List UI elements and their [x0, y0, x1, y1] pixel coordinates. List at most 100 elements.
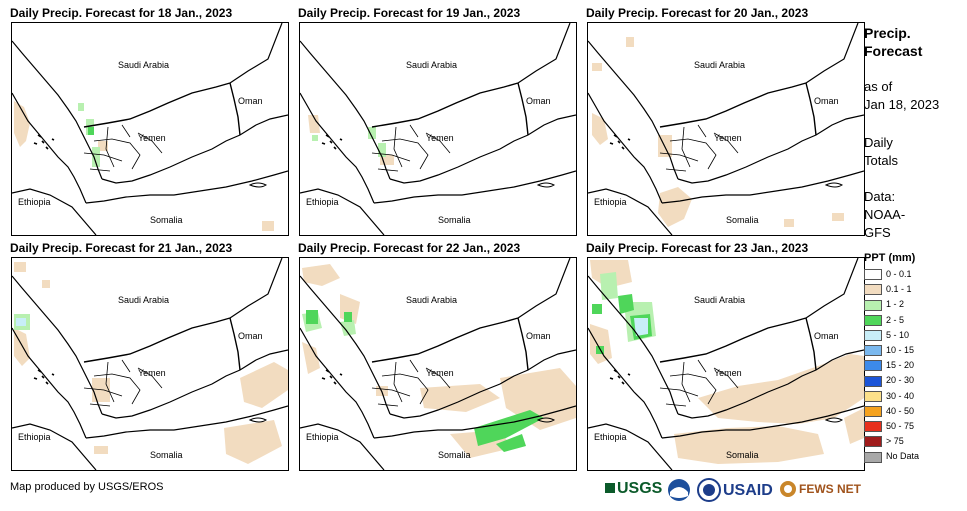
data-label: Data: [864, 189, 896, 204]
legend-swatch [864, 269, 882, 281]
label-ethiopia: Ethiopia [18, 432, 51, 442]
precip-map: Saudi Arabia Oman Yemen Ethiopia Somalia [299, 22, 577, 236]
forecast-panel-jan20: Daily Precip. Forecast for 20 Jan., 2023… [586, 6, 866, 238]
precip-0.1-1-area [302, 264, 576, 458]
legend-label: 20 - 30 [886, 375, 915, 386]
legend-label: 2 - 5 [886, 314, 905, 325]
label-ethiopia: Ethiopia [18, 197, 51, 207]
usaid-seal-icon [697, 478, 721, 502]
heading-line: Forecast [864, 43, 923, 59]
legend-swatch [864, 314, 882, 326]
panel-title: Daily Precip. Forecast for 21 Jan., 2023 [10, 241, 233, 255]
forecast-panel-jan22: Daily Precip. Forecast for 22 Jan., 2023 [298, 241, 578, 473]
label-saudi-arabia: Saudi Arabia [694, 60, 746, 70]
sidebar-asof: as of Jan 18, 2023 [864, 78, 939, 114]
map-credit: Map produced by USGS/EROS [10, 481, 164, 493]
legend-label: 15 - 20 [886, 360, 915, 371]
label-yemen: Yemen [714, 368, 742, 378]
legend-label: 0 - 0.1 [886, 269, 912, 279]
usaid-seal [697, 478, 721, 504]
forecast-panel-jan18: Daily Precip. Forecast for 18 Jan., 2023… [10, 6, 290, 238]
fewsnet-text: FEWS NET [799, 482, 861, 497]
noaa-logo [667, 478, 691, 504]
legend-label: > 75 [886, 436, 904, 447]
legend-swatch [864, 390, 882, 402]
fewsnet-icon [780, 481, 796, 497]
daily-label: Totals [864, 153, 898, 168]
legend-swatch [864, 451, 882, 463]
label-saudi-arabia: Saudi Arabia [118, 295, 170, 305]
label-oman: Oman [814, 331, 839, 341]
label-somalia: Somalia [726, 215, 759, 225]
precip-map: Saudi Arabia Oman Yemen Ethiopia Somalia [587, 257, 865, 471]
panel-title: Daily Precip. Forecast for 23 Jan., 2023 [586, 241, 809, 255]
legend-label: 10 - 15 [886, 345, 915, 355]
legend-item: No Data [864, 451, 919, 463]
precip-0.1-1-area [590, 260, 864, 464]
legend-item: 1 - 2 [864, 299, 904, 311]
label-somalia: Somalia [438, 450, 471, 460]
daily-label: Daily [864, 135, 893, 150]
label-oman: Oman [526, 96, 551, 106]
panel-title: Daily Precip. Forecast for 22 Jan., 2023 [298, 241, 521, 255]
usgs-text: USGS [617, 480, 663, 497]
precip-0.1-1-area [14, 101, 274, 231]
legend-item: 10 - 15 [864, 345, 914, 357]
precip-5-10-area [16, 318, 26, 326]
label-saudi-arabia: Saudi Arabia [694, 295, 746, 305]
label-somalia: Somalia [438, 215, 471, 225]
legend-swatch [864, 284, 882, 296]
legend-label: 1 - 2 [886, 299, 905, 310]
noaa-icon [668, 479, 690, 501]
legend-label: 30 - 40 [886, 390, 915, 401]
sidebar-heading: Precip. Forecast [864, 24, 922, 60]
forecast-panel-jan19: Daily Precip. Forecast for 19 Jan., 2023… [298, 6, 578, 238]
usgs-icon [605, 483, 615, 493]
legend-item: > 75 [864, 436, 904, 448]
legend-item: 2 - 5 [864, 315, 904, 327]
legend-item: 40 - 50 [864, 406, 914, 418]
legend-label: 5 - 10 [886, 329, 910, 340]
label-somalia: Somalia [150, 450, 183, 460]
usaid-logo: USAID [723, 482, 773, 499]
panel-title: Daily Precip. Forecast for 20 Jan., 2023 [586, 6, 809, 20]
legend-item: 15 - 20 [864, 360, 914, 372]
asof-label: as of [864, 79, 893, 94]
heading-line: Precip. [864, 25, 911, 41]
data-source: NOAA- [864, 207, 906, 222]
precip-0.1-1-area [14, 262, 288, 464]
legend-swatch [864, 375, 882, 387]
label-saudi-arabia: Saudi Arabia [118, 60, 170, 70]
legend-label: 0.1 - 1 [886, 284, 912, 295]
legend-swatch [864, 421, 882, 433]
label-ethiopia: Ethiopia [594, 197, 627, 207]
legend-swatch [864, 405, 882, 417]
fewsnet-logo: FEWS NET [779, 480, 861, 506]
precip-map: Saudi Arabia Oman Yemen Ethiopia Somalia [11, 22, 289, 236]
label-saudi-arabia: Saudi Arabia [406, 60, 458, 70]
legend-label: 40 - 50 [886, 405, 915, 416]
usgs-logo: USGS [605, 480, 662, 506]
legend-swatch [864, 329, 882, 341]
legend-swatch [864, 436, 882, 448]
forecast-panel-jan23: Daily Precip. Forecast for 23 Jan., 2023 [586, 241, 866, 473]
label-somalia: Somalia [726, 450, 759, 460]
forecast-panel-jan21: Daily Precip. Forecast for 21 Jan., 2023… [10, 241, 290, 473]
asof-date: Jan 18, 2023 [864, 97, 940, 112]
sidebar-daily: Daily Totals [864, 134, 898, 170]
legend-item: 20 - 30 [864, 375, 914, 387]
label-yemen: Yemen [426, 133, 454, 143]
legend-swatch [864, 345, 882, 357]
label-oman: Oman [238, 96, 263, 106]
legend-swatch [864, 299, 882, 311]
legend-label: 50 - 75 [886, 421, 915, 431]
label-yemen: Yemen [714, 133, 742, 143]
precip-5-10-area [634, 318, 648, 336]
label-ethiopia: Ethiopia [306, 197, 339, 207]
legend-item: 0.1 - 1 [864, 284, 912, 296]
legend-item: 5 - 10 [864, 330, 909, 342]
precip-map: Saudi Arabia Oman Yemen Ethiopia Somalia [299, 257, 577, 471]
legend-item: 50 - 75 [864, 421, 914, 433]
label-oman: Oman [814, 96, 839, 106]
legend-swatch [864, 360, 882, 372]
